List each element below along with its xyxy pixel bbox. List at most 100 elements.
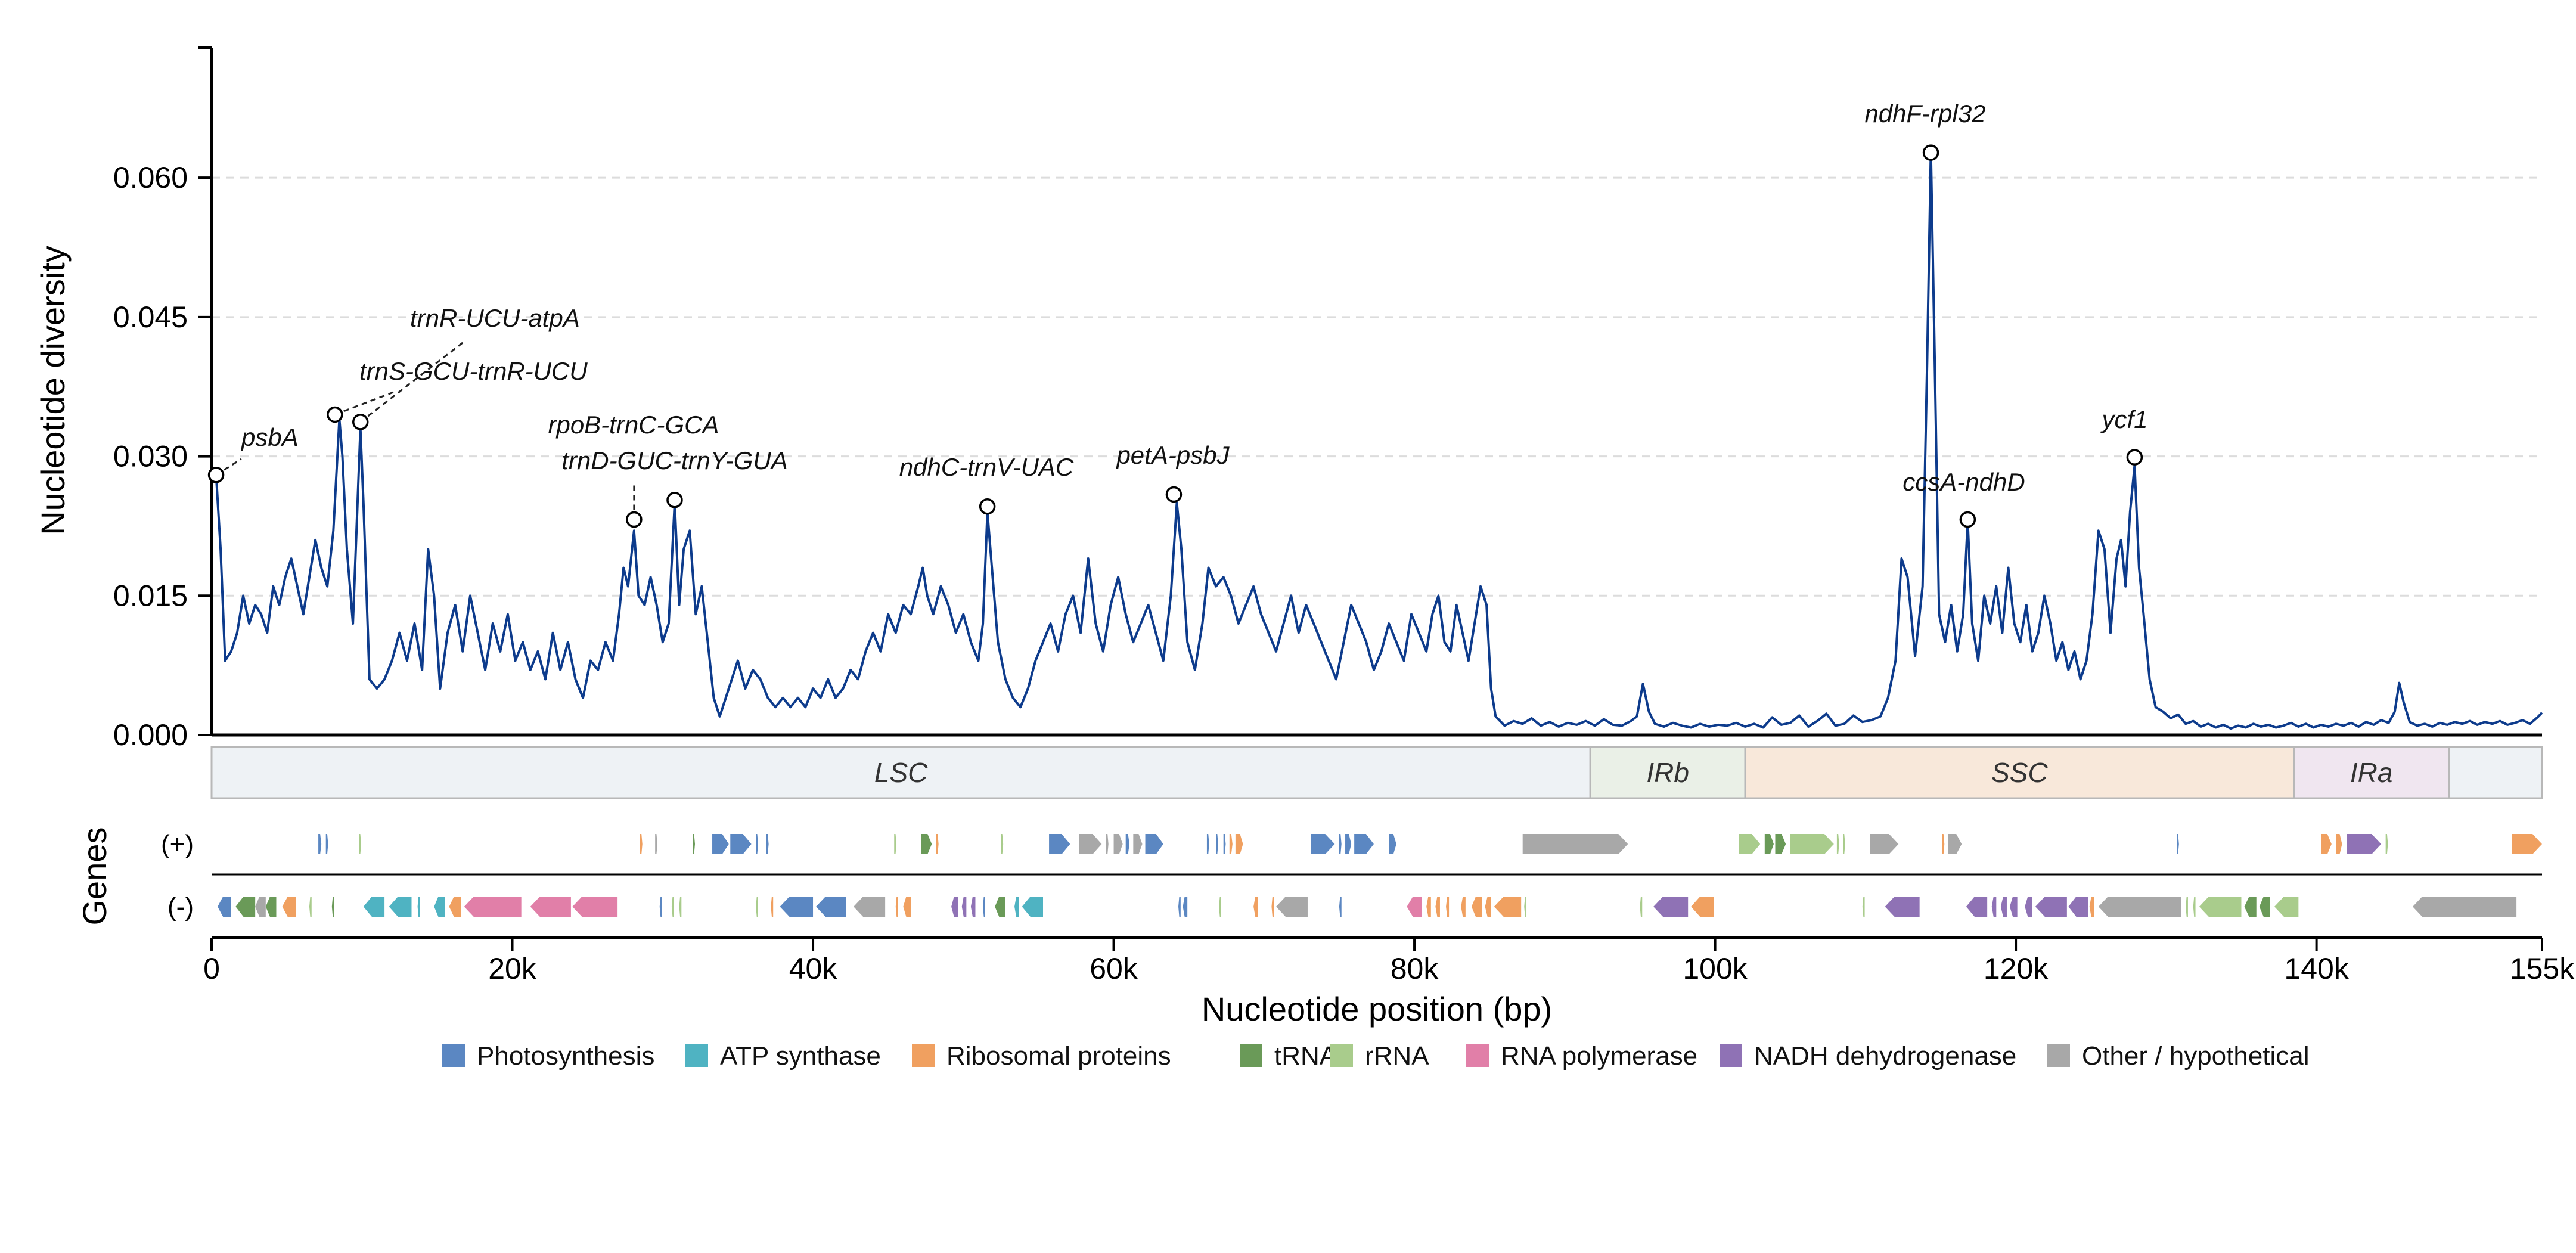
x-tick-label: 120k — [1984, 952, 2049, 985]
gene-arrow — [1407, 897, 1422, 917]
peak-label: ycf1 — [2100, 405, 2147, 433]
gene-arrow — [359, 834, 361, 854]
gene-arrow — [693, 834, 696, 854]
gene-arrow — [1691, 897, 1714, 917]
gene-arrow — [255, 897, 266, 917]
y-tick-label: 0.015 — [113, 579, 188, 612]
gene-arrow — [1223, 834, 1226, 854]
strand-minus-label: (-) — [167, 892, 194, 922]
gene-arrow — [2347, 834, 2382, 854]
legend-label: Photosynthesis — [477, 1041, 654, 1071]
gene-arrow — [756, 897, 758, 917]
gene-arrow — [903, 897, 911, 917]
peak-label: trnR-UCU-atpA — [410, 304, 580, 332]
gene-arrow — [449, 897, 461, 917]
gene-arrow — [2068, 897, 2088, 917]
gene-arrow — [325, 834, 328, 854]
gene-arrow — [1461, 897, 1466, 917]
gene-arrow — [730, 834, 752, 854]
gene-arrow — [1219, 897, 1221, 917]
gene-arrow — [1862, 897, 1865, 917]
annotation-layer: psbA trnS-GCU-trnR-UCU trnR-UCU-atpA rpoB-t… — [207, 100, 2148, 528]
gene-arrow — [1640, 897, 1643, 917]
legend-swatch — [2047, 1044, 2070, 1067]
gene-arrow — [282, 897, 296, 917]
peak-marker — [327, 406, 343, 423]
gene-arrow — [756, 834, 758, 854]
peak-label: ndhF-rpl32 — [1864, 100, 1985, 128]
peak-marker — [979, 498, 996, 515]
region-block — [1744, 746, 2295, 799]
gene-arrow — [1870, 834, 1899, 854]
gene-arrow — [218, 897, 231, 917]
peak-marker — [352, 414, 369, 430]
legend-label: RNA polymerase — [1501, 1041, 1697, 1071]
gene-arrow — [2177, 834, 2179, 854]
gene-arrow — [2385, 834, 2388, 854]
gene-arrow — [1435, 897, 1440, 917]
gene-arrow — [318, 834, 322, 854]
gene-arrow — [1354, 834, 1374, 854]
gene-arrow — [363, 897, 385, 917]
gene-arrow — [2025, 897, 2032, 917]
gene-arrow — [1022, 897, 1043, 917]
annotation-leader — [334, 391, 394, 415]
peak-marker — [207, 466, 225, 483]
gene-arrow — [961, 897, 967, 917]
gene-arrow — [1471, 897, 1482, 917]
region-label: LSC — [874, 757, 928, 788]
x-tick-label: 155k — [2510, 952, 2575, 985]
gene-arrow — [970, 897, 976, 917]
diversity-series-line — [210, 148, 2543, 730]
gene-arrow — [389, 897, 412, 917]
gene-arrow — [417, 897, 420, 917]
gene-arrow — [1885, 897, 1920, 917]
gene-arrow — [712, 834, 729, 854]
peak-label: petA-psbJ — [1115, 441, 1230, 469]
x-axis-title: Nucleotide position (bp) — [1202, 990, 1552, 1028]
legend-swatch — [1330, 1044, 1353, 1067]
gene-arrow — [1991, 897, 1997, 917]
gene-arrow — [1764, 834, 1774, 854]
peak-marker — [2126, 449, 2143, 466]
gene-layer: (+) (-) — [161, 830, 2542, 939]
gene-arrow — [235, 897, 256, 917]
region-label: SSC — [1991, 757, 2048, 788]
x-tick-label: 100k — [1683, 952, 1748, 985]
legend-swatch — [1240, 1044, 1262, 1067]
gene-arrow — [780, 897, 814, 917]
gene-arrow — [1836, 834, 1839, 854]
gene-arrow — [1426, 897, 1431, 917]
peak-marker — [1922, 144, 1939, 161]
peak-marker — [1959, 511, 1976, 528]
gene-arrow — [1790, 834, 1834, 854]
gene-track-title: Genes — [76, 827, 113, 926]
y-tick-label: 0.030 — [113, 440, 188, 473]
region-layer: LSC IRb SSC IRa — [210, 746, 2543, 799]
gene-arrow — [1653, 897, 1689, 917]
gene-arrow — [1178, 897, 1181, 917]
gene-arrow — [1522, 834, 1628, 854]
gene-arrow — [1001, 834, 1004, 854]
gene-arrow — [655, 834, 657, 854]
gene-arrow — [464, 897, 522, 917]
gene-arrow — [265, 897, 277, 917]
gene-arrow — [2199, 897, 2242, 917]
gene-arrow — [2089, 897, 2094, 917]
gene-arrow — [2035, 897, 2067, 917]
gene-arrow — [1133, 834, 1143, 854]
gene-arrow — [2336, 834, 2342, 854]
gene-arrow — [951, 897, 958, 917]
gene-arrow — [2321, 834, 2332, 854]
gene-arrow — [936, 834, 939, 854]
legend-label: ATP synthase — [720, 1041, 881, 1071]
gene-arrow — [816, 897, 846, 917]
gene-arrow — [854, 897, 886, 917]
region-block — [210, 746, 1591, 799]
gene-arrow — [309, 897, 312, 917]
legend-swatch — [912, 1044, 935, 1067]
gene-arrow — [1494, 897, 1522, 917]
gene-arrow — [2186, 897, 2188, 917]
